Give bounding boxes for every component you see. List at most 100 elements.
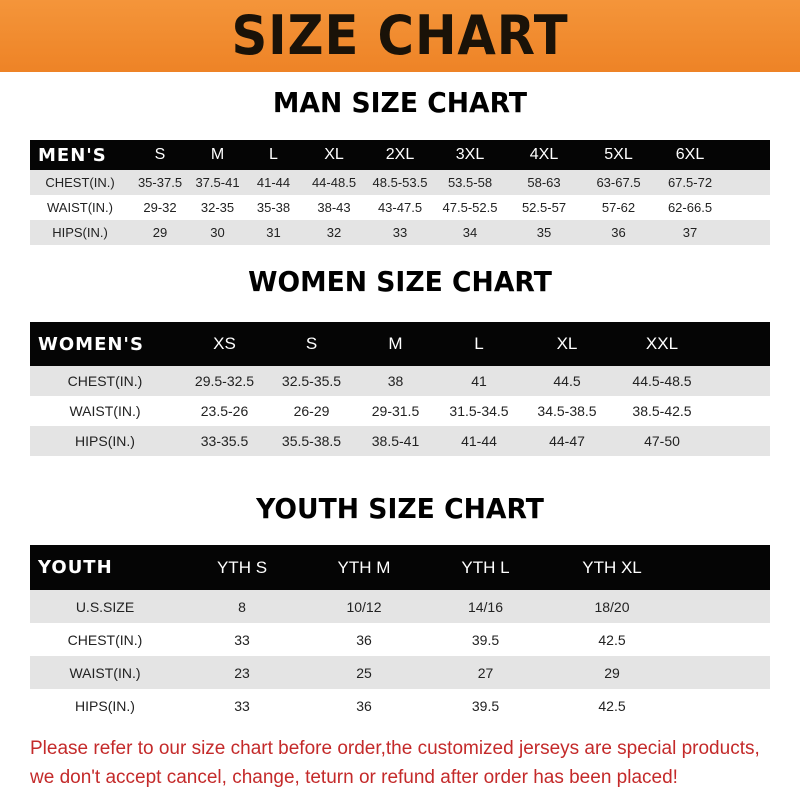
size-header: YTH XL xyxy=(582,557,642,577)
table-cell: 41 xyxy=(471,373,487,389)
table-cell: 31.5-34.5 xyxy=(449,403,509,419)
header-row: WOMEN'S XS S M L XL XXL xyxy=(30,322,770,366)
size-header: L xyxy=(269,146,278,163)
table-cell: 32-35 xyxy=(200,200,235,215)
table-cell: 44-48.5 xyxy=(311,175,357,190)
youth-table: YOUTH YTH S YTH M YTH L YTH XL U.S.SIZE 8 10/12… xyxy=(30,545,770,722)
table-cell: 43-47.5 xyxy=(377,200,423,215)
table-row: U.S.SIZE 8 10/12 14/16 18/20 xyxy=(30,590,770,623)
header-row: YOUTH YTH S YTH M YTH L YTH XL xyxy=(30,545,770,590)
table-cell: 29-31.5 xyxy=(371,403,420,419)
table-label: WOMEN'S xyxy=(38,333,144,355)
table-label: YOUTH xyxy=(38,557,113,578)
table-cell: 44-47 xyxy=(549,433,585,449)
table-cell: 44.5 xyxy=(553,373,581,389)
row-label: HIPS(IN.) xyxy=(52,225,108,240)
table-cell: 29 xyxy=(604,664,620,681)
note-line-1: Please refer to our size chart before or… xyxy=(30,738,760,759)
table-cell: 18/20 xyxy=(594,598,630,615)
size-header: XS xyxy=(213,334,236,353)
table-cell: 35 xyxy=(536,225,552,240)
table-cell: 34 xyxy=(462,225,478,240)
table-cell: 67.5-72 xyxy=(667,175,713,190)
size-header: S xyxy=(154,146,166,163)
table-cell: 35-37.5 xyxy=(137,175,183,190)
table-cell: 42.5 xyxy=(598,631,626,648)
table-cell: 33 xyxy=(392,225,408,240)
table-cell: 38.5-42.5 xyxy=(632,403,692,419)
size-header: 4XL xyxy=(529,146,559,163)
size-header: L xyxy=(474,334,484,353)
header-row: MEN'S S M L XL 2XL 3XL 4XL 5XL 6XL xyxy=(30,140,770,170)
table-cell: 52.5-57 xyxy=(521,200,567,215)
table-cell: 36 xyxy=(356,697,372,714)
size-header: YTH M xyxy=(337,557,391,577)
table-cell: 23 xyxy=(234,664,250,681)
table-cell: 33-35.5 xyxy=(200,433,249,449)
size-header: YTH L xyxy=(461,557,510,577)
row-label: WAIST(IN.) xyxy=(69,664,141,681)
size-header: 2XL xyxy=(385,146,415,163)
women-table: WOMEN'S XS S M L XL XXL CHEST(IN.) 29.5-32.5 32.5… xyxy=(30,322,770,456)
table-cell: 44.5-48.5 xyxy=(632,373,692,389)
size-header: YTH S xyxy=(216,557,268,577)
row-label: WAIST(IN.) xyxy=(47,200,113,215)
table-cell: 25 xyxy=(356,664,372,681)
row-label: CHEST(IN.) xyxy=(67,373,143,389)
table-cell: 27 xyxy=(477,664,494,681)
men-table: MEN'S S M L XL 2XL 3XL 4XL 5XL 6XL CHEST(IN.) 35-37… xyxy=(30,140,770,245)
row-label: CHEST(IN.) xyxy=(45,175,115,190)
row-label: U.S.SIZE xyxy=(75,598,135,615)
row-label: HIPS(IN.) xyxy=(75,697,135,714)
table-row: HIPS(IN.) 29 30 31 32 33 34 35 36 37 xyxy=(30,220,770,245)
row-label: WAIST(IN.) xyxy=(69,403,141,419)
main-title: SIZE CHART xyxy=(231,4,569,67)
table-cell: 29.5-32.5 xyxy=(194,373,255,389)
row-label: CHEST(IN.) xyxy=(67,631,143,648)
table-label: MEN'S xyxy=(38,144,107,166)
table-cell: 41-44 xyxy=(256,175,291,190)
table-cell: 37 xyxy=(682,225,698,240)
table-row: HIPS(IN.) 33 36 39.5 42.5 xyxy=(30,689,770,722)
table-cell: 62-66.5 xyxy=(667,200,713,215)
table-cell: 53.5-58 xyxy=(447,175,493,190)
table-cell: 63-67.5 xyxy=(596,175,641,190)
size-header: 5XL xyxy=(604,146,633,163)
table-cell: 32 xyxy=(326,225,342,240)
table-cell: 32.5-35.5 xyxy=(281,373,342,389)
table-cell: 23.5-26 xyxy=(200,403,249,419)
table-row: WAIST(IN.) 23 25 27 29 xyxy=(30,656,770,689)
table-cell: 31 xyxy=(266,225,281,240)
table-cell: 38 xyxy=(387,373,404,389)
table-row: WAIST(IN.) 23.5-26 26-29 29-31.5 31.5-34.5 34… xyxy=(30,396,770,426)
table-cell: 38.5-41 xyxy=(371,433,420,449)
table-cell: 38-43 xyxy=(317,200,351,215)
table-cell: 14/16 xyxy=(467,598,504,615)
table-cell: 33 xyxy=(234,631,250,648)
disclaimer-note: Please refer to our size chart before or… xyxy=(30,734,790,792)
table-cell: 35.5-38.5 xyxy=(281,433,342,449)
table-cell: 36 xyxy=(611,225,626,240)
table-row: CHEST(IN.) 29.5-32.5 32.5-35.5 38 41 44.5 44.5… xyxy=(30,366,770,396)
size-header: XXL xyxy=(645,334,679,353)
men-title: MAN SIZE CHART xyxy=(272,86,528,119)
table-cell: 47-50 xyxy=(644,433,680,449)
table-cell: 48.5-53.5 xyxy=(372,175,428,190)
table-cell: 26-29 xyxy=(293,403,330,419)
size-header: M xyxy=(210,146,225,163)
table-cell: 39.5 xyxy=(471,697,500,714)
table-cell: 42.5 xyxy=(598,697,626,714)
table-cell: 30 xyxy=(210,225,225,240)
table-cell: 34.5-38.5 xyxy=(537,403,597,419)
table-cell: 39.5 xyxy=(471,631,500,648)
table-cell: 57-62 xyxy=(601,200,636,215)
table-cell: 29-32 xyxy=(143,200,177,215)
size-header: 3XL xyxy=(455,146,485,163)
youth-title: YOUTH SIZE CHART xyxy=(256,492,544,525)
size-header: M xyxy=(388,334,403,353)
table-cell: 37.5-41 xyxy=(195,175,240,190)
table-row: CHEST(IN.) 33 36 39.5 42.5 xyxy=(30,623,770,656)
size-header: S xyxy=(305,334,318,353)
table-row: WAIST(IN.) 29-32 32-35 35-38 38-43 43-47.5 47.… xyxy=(30,195,770,220)
note-line-2: we don't accept cancel, change, teturn o… xyxy=(30,767,678,788)
